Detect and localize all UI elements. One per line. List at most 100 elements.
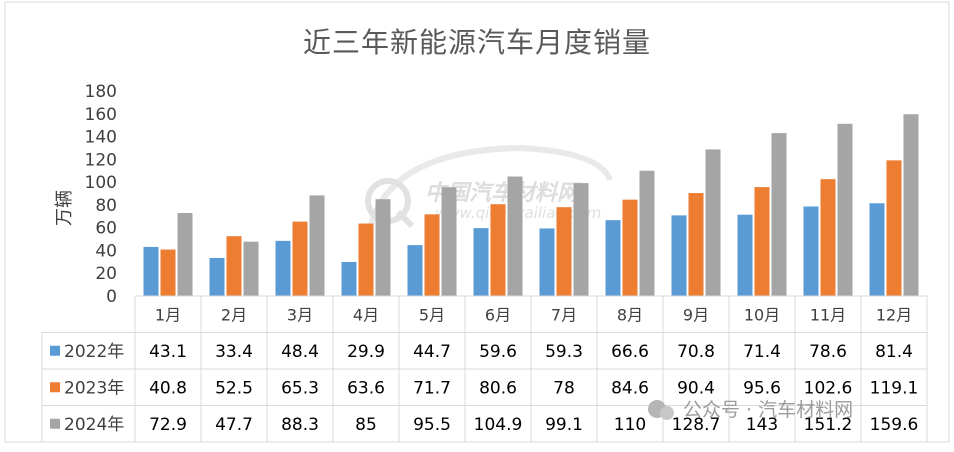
bar-2023年-4月	[358, 223, 374, 296]
bar-2024年-4月	[375, 199, 391, 296]
legend-label: 2023年	[64, 378, 124, 398]
legend-label: 2024年	[64, 415, 124, 435]
table-cell-value: 33.4	[215, 342, 253, 362]
table-cell-value: 78.6	[809, 342, 847, 362]
table-cell-value: 70.8	[677, 342, 715, 362]
table-cell-value: 43.1	[149, 342, 187, 362]
bar-2024年-12月	[903, 114, 919, 296]
table-cell-value: 102.6	[804, 378, 853, 398]
table-cell-value: 71.4	[743, 342, 781, 362]
table-cell-value: 47.7	[215, 415, 253, 435]
bar-2024年-5月	[441, 187, 457, 296]
category-label: 5月	[419, 305, 445, 324]
table-cell-value: 66.6	[611, 342, 649, 362]
category-label: 9月	[683, 305, 709, 324]
bar-2022年-11月	[803, 206, 819, 296]
category-label: 7月	[551, 305, 577, 324]
bar-2023年-8月	[622, 199, 638, 296]
category-label: 1月	[155, 305, 181, 324]
bar-2023年-9月	[688, 193, 704, 296]
bar-2024年-7月	[573, 183, 589, 296]
bar-2022年-10月	[737, 214, 753, 296]
table-cell-value: 71.7	[413, 378, 451, 398]
bar-2022年-1月	[143, 246, 159, 296]
bar-2023年-12月	[886, 160, 902, 296]
y-axis-label: 万辆	[54, 190, 75, 226]
table-cell-value: 85	[355, 415, 377, 435]
table-cell-value: 151.2	[804, 415, 853, 435]
table-cell-value: 110	[614, 415, 646, 435]
bar-2023年-10月	[754, 187, 770, 296]
y-tick-label: 160	[85, 105, 117, 125]
table-cell-value: 72.9	[149, 415, 187, 435]
bar-2024年-10月	[771, 133, 787, 296]
table-cell-value: 119.1	[870, 378, 919, 398]
category-label: 6月	[485, 305, 511, 324]
bar-2023年-11月	[820, 179, 836, 296]
category-label: 10月	[744, 305, 780, 324]
data-table: 1月 2月 3月 4月 5月 6月 7月 8月 9月 10月 11月 12月 2022年 43.1 33.4…	[41, 295, 928, 443]
y-tick-label: 40	[95, 241, 117, 261]
category-label: 11月	[810, 305, 846, 324]
bar-2024年-11月	[837, 123, 853, 296]
y-tick-label: 180	[85, 82, 117, 102]
table-cell-value: 143	[746, 415, 778, 435]
bar-2022年-7月	[539, 228, 555, 296]
category-label: 4月	[353, 305, 379, 324]
table-cell-value: 95.6	[743, 378, 781, 398]
table-cell-value: 59.6	[479, 342, 517, 362]
bar-2023年-2月	[226, 236, 242, 296]
y-tick-label: 120	[85, 150, 117, 170]
table-cell-value: 65.3	[281, 378, 319, 398]
bar-2023年-3月	[292, 221, 308, 296]
legend-swatch-2023年	[50, 382, 60, 393]
y-tick-label: 0	[106, 287, 117, 307]
table-cell-value: 48.4	[281, 342, 319, 362]
bar-2024年-8月	[639, 170, 655, 296]
table-cell-value: 99.1	[545, 415, 583, 435]
y-tick-label: 60	[95, 219, 117, 239]
bar-2023年-6月	[490, 204, 506, 296]
table-cell-value: 159.6	[870, 415, 919, 435]
bar-2024年-1月	[177, 212, 193, 296]
bar-2022年-6月	[473, 228, 489, 296]
category-label: 8月	[617, 305, 643, 324]
table-cell-value: 95.5	[413, 415, 451, 435]
legend-swatch-2024年	[50, 418, 60, 429]
bar-2022年-3月	[275, 240, 291, 296]
y-tick-label: 100	[85, 173, 117, 193]
bar-2023年-1月	[160, 249, 176, 296]
table-cell-value: 52.5	[215, 378, 253, 398]
bar-2024年-2月	[243, 241, 259, 296]
bar-2024年-3月	[309, 195, 325, 296]
chart-title: 近三年新能源汽车月度销量	[303, 26, 651, 59]
bar-2022年-4月	[341, 261, 357, 296]
table-cell-value: 81.4	[875, 342, 913, 362]
table-cell-value: 59.3	[545, 342, 583, 362]
table-cell-value: 90.4	[677, 378, 715, 398]
table-cell-value: 40.8	[149, 378, 187, 398]
bar-2022年-5月	[407, 245, 423, 296]
table-cell-value: 104.9	[474, 415, 523, 435]
table-cell-value: 84.6	[611, 378, 649, 398]
category-label: 2月	[221, 305, 247, 324]
wechat-icon-bubble	[660, 406, 674, 420]
bar-2022年-8月	[605, 220, 621, 296]
account-watermark-text: 公众号 · 汽车材料网	[683, 399, 853, 421]
bar-2023年-5月	[424, 214, 440, 296]
table-cell-value: 78	[553, 378, 575, 398]
category-label: 12月	[876, 305, 912, 324]
table-cell-value: 63.6	[347, 378, 385, 398]
watermark-swoosh	[367, 144, 613, 229]
bar-2024年-9月	[705, 149, 721, 296]
y-tick-label: 80	[95, 196, 117, 216]
table-cell-value: 88.3	[281, 415, 319, 435]
table-cell-value: 128.7	[672, 415, 721, 435]
category-label: 3月	[287, 305, 313, 324]
watermark-q-tail	[395, 209, 415, 229]
legend-swatch-2022年	[50, 345, 60, 356]
bars-group	[143, 114, 919, 296]
